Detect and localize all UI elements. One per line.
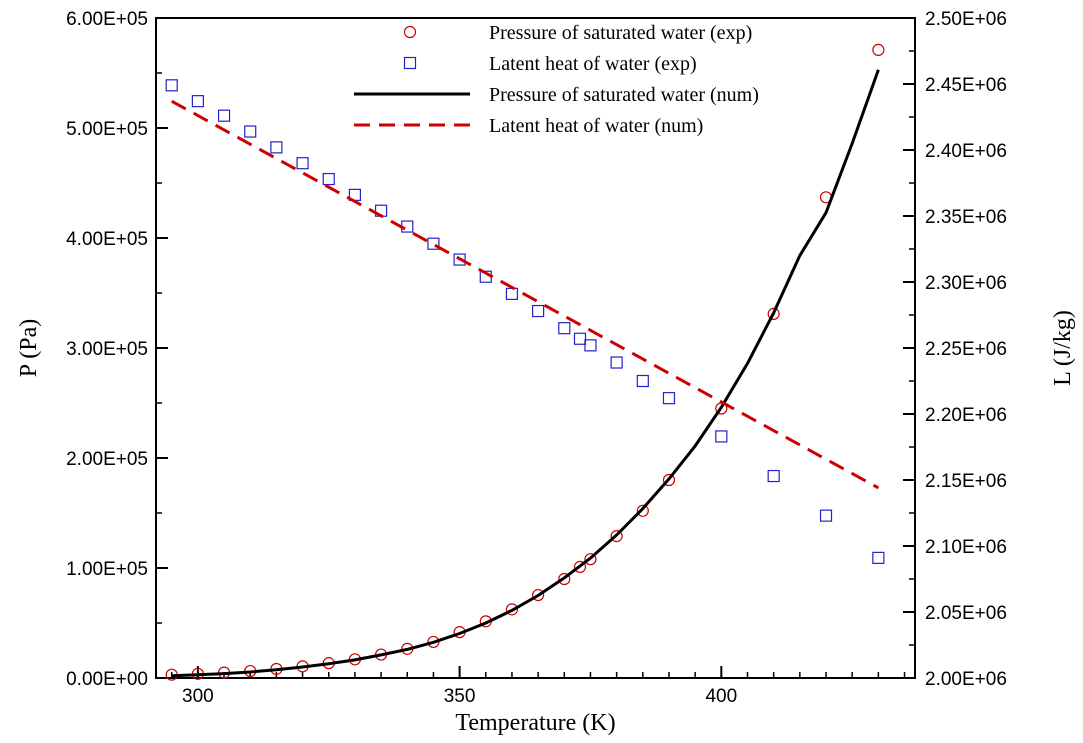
data-point-square <box>270 141 283 154</box>
legend-label: Latent heat of water (exp) <box>489 53 697 75</box>
data-point-circle <box>558 572 571 586</box>
right-y-tick-label: 2.10E+06 <box>925 537 1007 558</box>
left-y-tick-label: 3.00E+05 <box>66 339 148 360</box>
left-y-tick-label: 0.00E+00 <box>66 669 148 690</box>
data-point-square <box>427 237 440 250</box>
data-point-square <box>819 509 833 522</box>
data-point-square <box>715 430 728 443</box>
data-point-square <box>322 172 335 186</box>
right-y-tick-label: 2.25E+06 <box>925 339 1007 360</box>
left-y-axis-title: P (Pa) <box>16 319 42 377</box>
data-point-square <box>573 332 587 345</box>
data-point-square <box>217 109 231 122</box>
data-point-circle <box>532 588 545 602</box>
data-point-square <box>191 95 204 108</box>
right-y-tick-label: 2.00E+06 <box>925 669 1007 690</box>
right-y-axis-title: L (J/kg) <box>1050 310 1076 386</box>
right-y-tick-label: 2.45E+06 <box>925 75 1007 96</box>
x-axis-title: Temperature (K) <box>455 710 615 736</box>
data-point-square <box>296 157 309 170</box>
data-point-square <box>610 356 623 369</box>
right-y-axis: 2.00E+06 2.05E+06 2.10E+06 2.15E+06 2.20E+06… <box>903 9 1007 690</box>
left-y-tick-label: 6.00E+05 <box>66 9 148 30</box>
data-point-square <box>453 253 466 266</box>
data-point-square <box>662 392 676 405</box>
data-point-circle <box>505 603 519 616</box>
legend-label: Latent heat of water (num) <box>489 115 703 137</box>
data-point-circle <box>584 553 597 566</box>
right-y-tick-label: 2.50E+06 <box>925 9 1007 30</box>
series-line <box>170 99 880 490</box>
x-tick-label: 300 <box>182 686 214 707</box>
left-y-tick-label: 2.00E+05 <box>66 449 148 470</box>
right-y-tick-label: 2.40E+06 <box>925 141 1007 162</box>
legend-circle-marker <box>403 25 417 39</box>
legend-label: Pressure of saturated water (exp) <box>489 22 752 44</box>
left-y-tick-label: 4.00E+05 <box>66 229 148 250</box>
data-point-circle <box>872 43 885 57</box>
legend-square-marker <box>403 56 417 70</box>
data-point-circle <box>662 473 676 487</box>
x-tick-label: 400 <box>705 686 737 707</box>
data-point-square <box>244 125 257 138</box>
data-point-square <box>872 551 885 564</box>
data-point-circle <box>636 504 649 517</box>
data-point-square <box>584 339 597 352</box>
left-y-axis: 0.00E+00 1.00E+05 2.00E+05 3.00E+05 4.00E+05… <box>66 9 168 690</box>
data-point-square <box>558 322 571 335</box>
data-point-square <box>505 287 519 300</box>
left-y-tick-label: 5.00E+05 <box>66 119 148 140</box>
data-point-circle <box>610 529 623 543</box>
right-y-tick-label: 2.05E+06 <box>925 603 1007 624</box>
data-point-square <box>165 79 178 92</box>
x-axis: 300 350 400 <box>170 666 906 707</box>
right-y-tick-label: 2.35E+06 <box>925 207 1007 228</box>
left-y-tick-label: 1.00E+05 <box>66 559 148 580</box>
right-y-tick-label: 2.15E+06 <box>925 471 1007 492</box>
x-tick-label: 350 <box>444 686 476 707</box>
data-point-circle <box>573 560 587 574</box>
data-point-square <box>532 304 545 318</box>
legend-label: Pressure of saturated water (num) <box>489 84 759 106</box>
series-layer <box>165 43 885 681</box>
right-y-tick-label: 2.20E+06 <box>925 405 1007 426</box>
legend: Pressure of saturated water (exp) Latent … <box>354 22 759 137</box>
data-point-circle <box>767 307 780 320</box>
right-y-tick-label: 2.30E+06 <box>925 273 1007 294</box>
data-point-square <box>767 469 780 483</box>
series-line <box>171 69 880 678</box>
data-point-square <box>636 374 649 388</box>
